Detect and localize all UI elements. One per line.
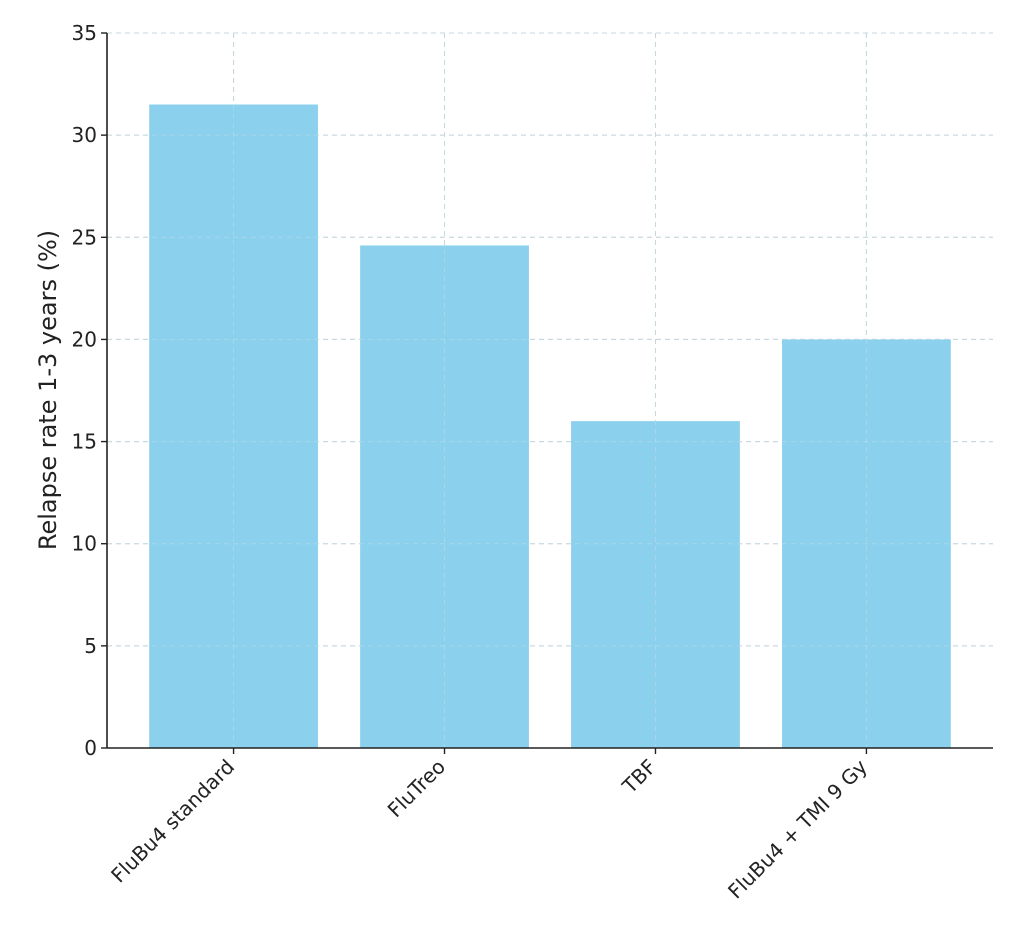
axes-layer	[101, 32, 993, 754]
y-tick-label: 5	[84, 634, 97, 658]
y-tick-label: 15	[72, 430, 97, 454]
x-tick-label: TBF	[617, 755, 661, 799]
x-tick-label: FluBu4 + TMI 9 Gy	[723, 754, 872, 903]
x-tick-label: FluTreo	[383, 755, 450, 822]
y-axis-title: Relapse rate 1-3 years (%)	[34, 230, 62, 550]
y-tick-label: 10	[72, 532, 97, 556]
y-tick-label: 25	[72, 225, 97, 249]
y-tick-label: 20	[72, 327, 97, 351]
y-tick-label: 0	[84, 736, 97, 760]
x-tick-label: FluBu4 standard	[106, 755, 239, 888]
y-tick-label: 30	[72, 123, 97, 147]
bar	[149, 104, 318, 748]
y-tick-label: 35	[72, 21, 97, 45]
bars-layer	[107, 32, 993, 749]
